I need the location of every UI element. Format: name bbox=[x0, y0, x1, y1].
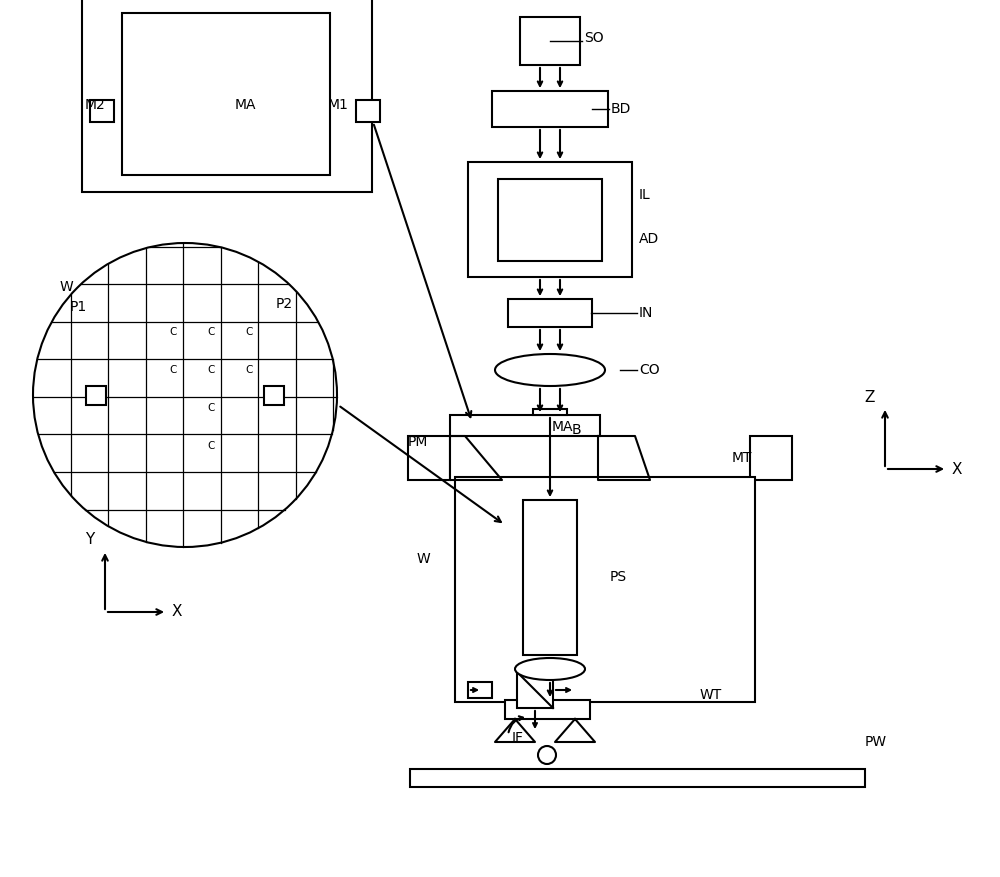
Ellipse shape bbox=[495, 354, 605, 386]
Text: IL: IL bbox=[639, 188, 651, 202]
Text: Z: Z bbox=[865, 389, 875, 404]
Text: MA: MA bbox=[552, 420, 574, 434]
Bar bbox=[122, 13, 330, 175]
Text: P2: P2 bbox=[276, 297, 293, 311]
Text: X: X bbox=[172, 604, 182, 619]
Polygon shape bbox=[598, 436, 650, 480]
Text: B: B bbox=[572, 423, 582, 437]
Bar bbox=[533, 409, 567, 415]
Bar bbox=[492, 91, 608, 127]
Bar bbox=[86, 386, 106, 405]
Text: SO: SO bbox=[584, 31, 604, 45]
Text: C: C bbox=[169, 365, 177, 375]
Text: CO: CO bbox=[639, 363, 660, 377]
Text: W: W bbox=[416, 552, 430, 566]
Text: IN: IN bbox=[639, 306, 653, 320]
Text: PS: PS bbox=[610, 570, 627, 584]
Bar bbox=[264, 386, 284, 405]
Text: C: C bbox=[245, 365, 253, 375]
Text: P1: P1 bbox=[70, 300, 87, 314]
Bar bbox=[90, 100, 114, 122]
Bar bbox=[517, 672, 553, 708]
Bar bbox=[505, 700, 590, 719]
Bar bbox=[356, 100, 380, 122]
Text: MT: MT bbox=[732, 451, 753, 465]
Polygon shape bbox=[450, 436, 502, 480]
Bar bbox=[455, 477, 755, 702]
Text: C: C bbox=[207, 403, 215, 413]
Text: X: X bbox=[952, 461, 962, 476]
Text: WT: WT bbox=[700, 688, 722, 702]
Text: C: C bbox=[207, 327, 215, 337]
Bar bbox=[82, 0, 372, 192]
Text: PW: PW bbox=[865, 735, 887, 749]
Text: M2: M2 bbox=[85, 98, 106, 112]
Polygon shape bbox=[555, 719, 595, 742]
Ellipse shape bbox=[515, 658, 585, 680]
Polygon shape bbox=[495, 719, 535, 742]
Text: C: C bbox=[207, 365, 215, 375]
Bar bbox=[520, 17, 580, 65]
Bar bbox=[468, 682, 492, 698]
Bar bbox=[410, 769, 865, 787]
Text: IF: IF bbox=[512, 731, 524, 745]
Text: M1: M1 bbox=[328, 98, 349, 112]
Bar bbox=[498, 179, 602, 261]
Text: C: C bbox=[169, 327, 177, 337]
Text: MA: MA bbox=[235, 98, 256, 112]
Bar bbox=[450, 415, 600, 436]
Bar bbox=[523, 500, 577, 655]
Text: W: W bbox=[60, 280, 74, 294]
Text: BD: BD bbox=[611, 102, 631, 116]
Text: C: C bbox=[207, 441, 215, 451]
Bar bbox=[750, 436, 792, 480]
Bar bbox=[408, 436, 450, 480]
Text: Y: Y bbox=[85, 532, 95, 547]
Bar bbox=[508, 299, 592, 327]
Text: PM: PM bbox=[408, 435, 428, 449]
Bar bbox=[468, 162, 632, 277]
Text: AD: AD bbox=[639, 232, 659, 246]
Text: C: C bbox=[245, 327, 253, 337]
